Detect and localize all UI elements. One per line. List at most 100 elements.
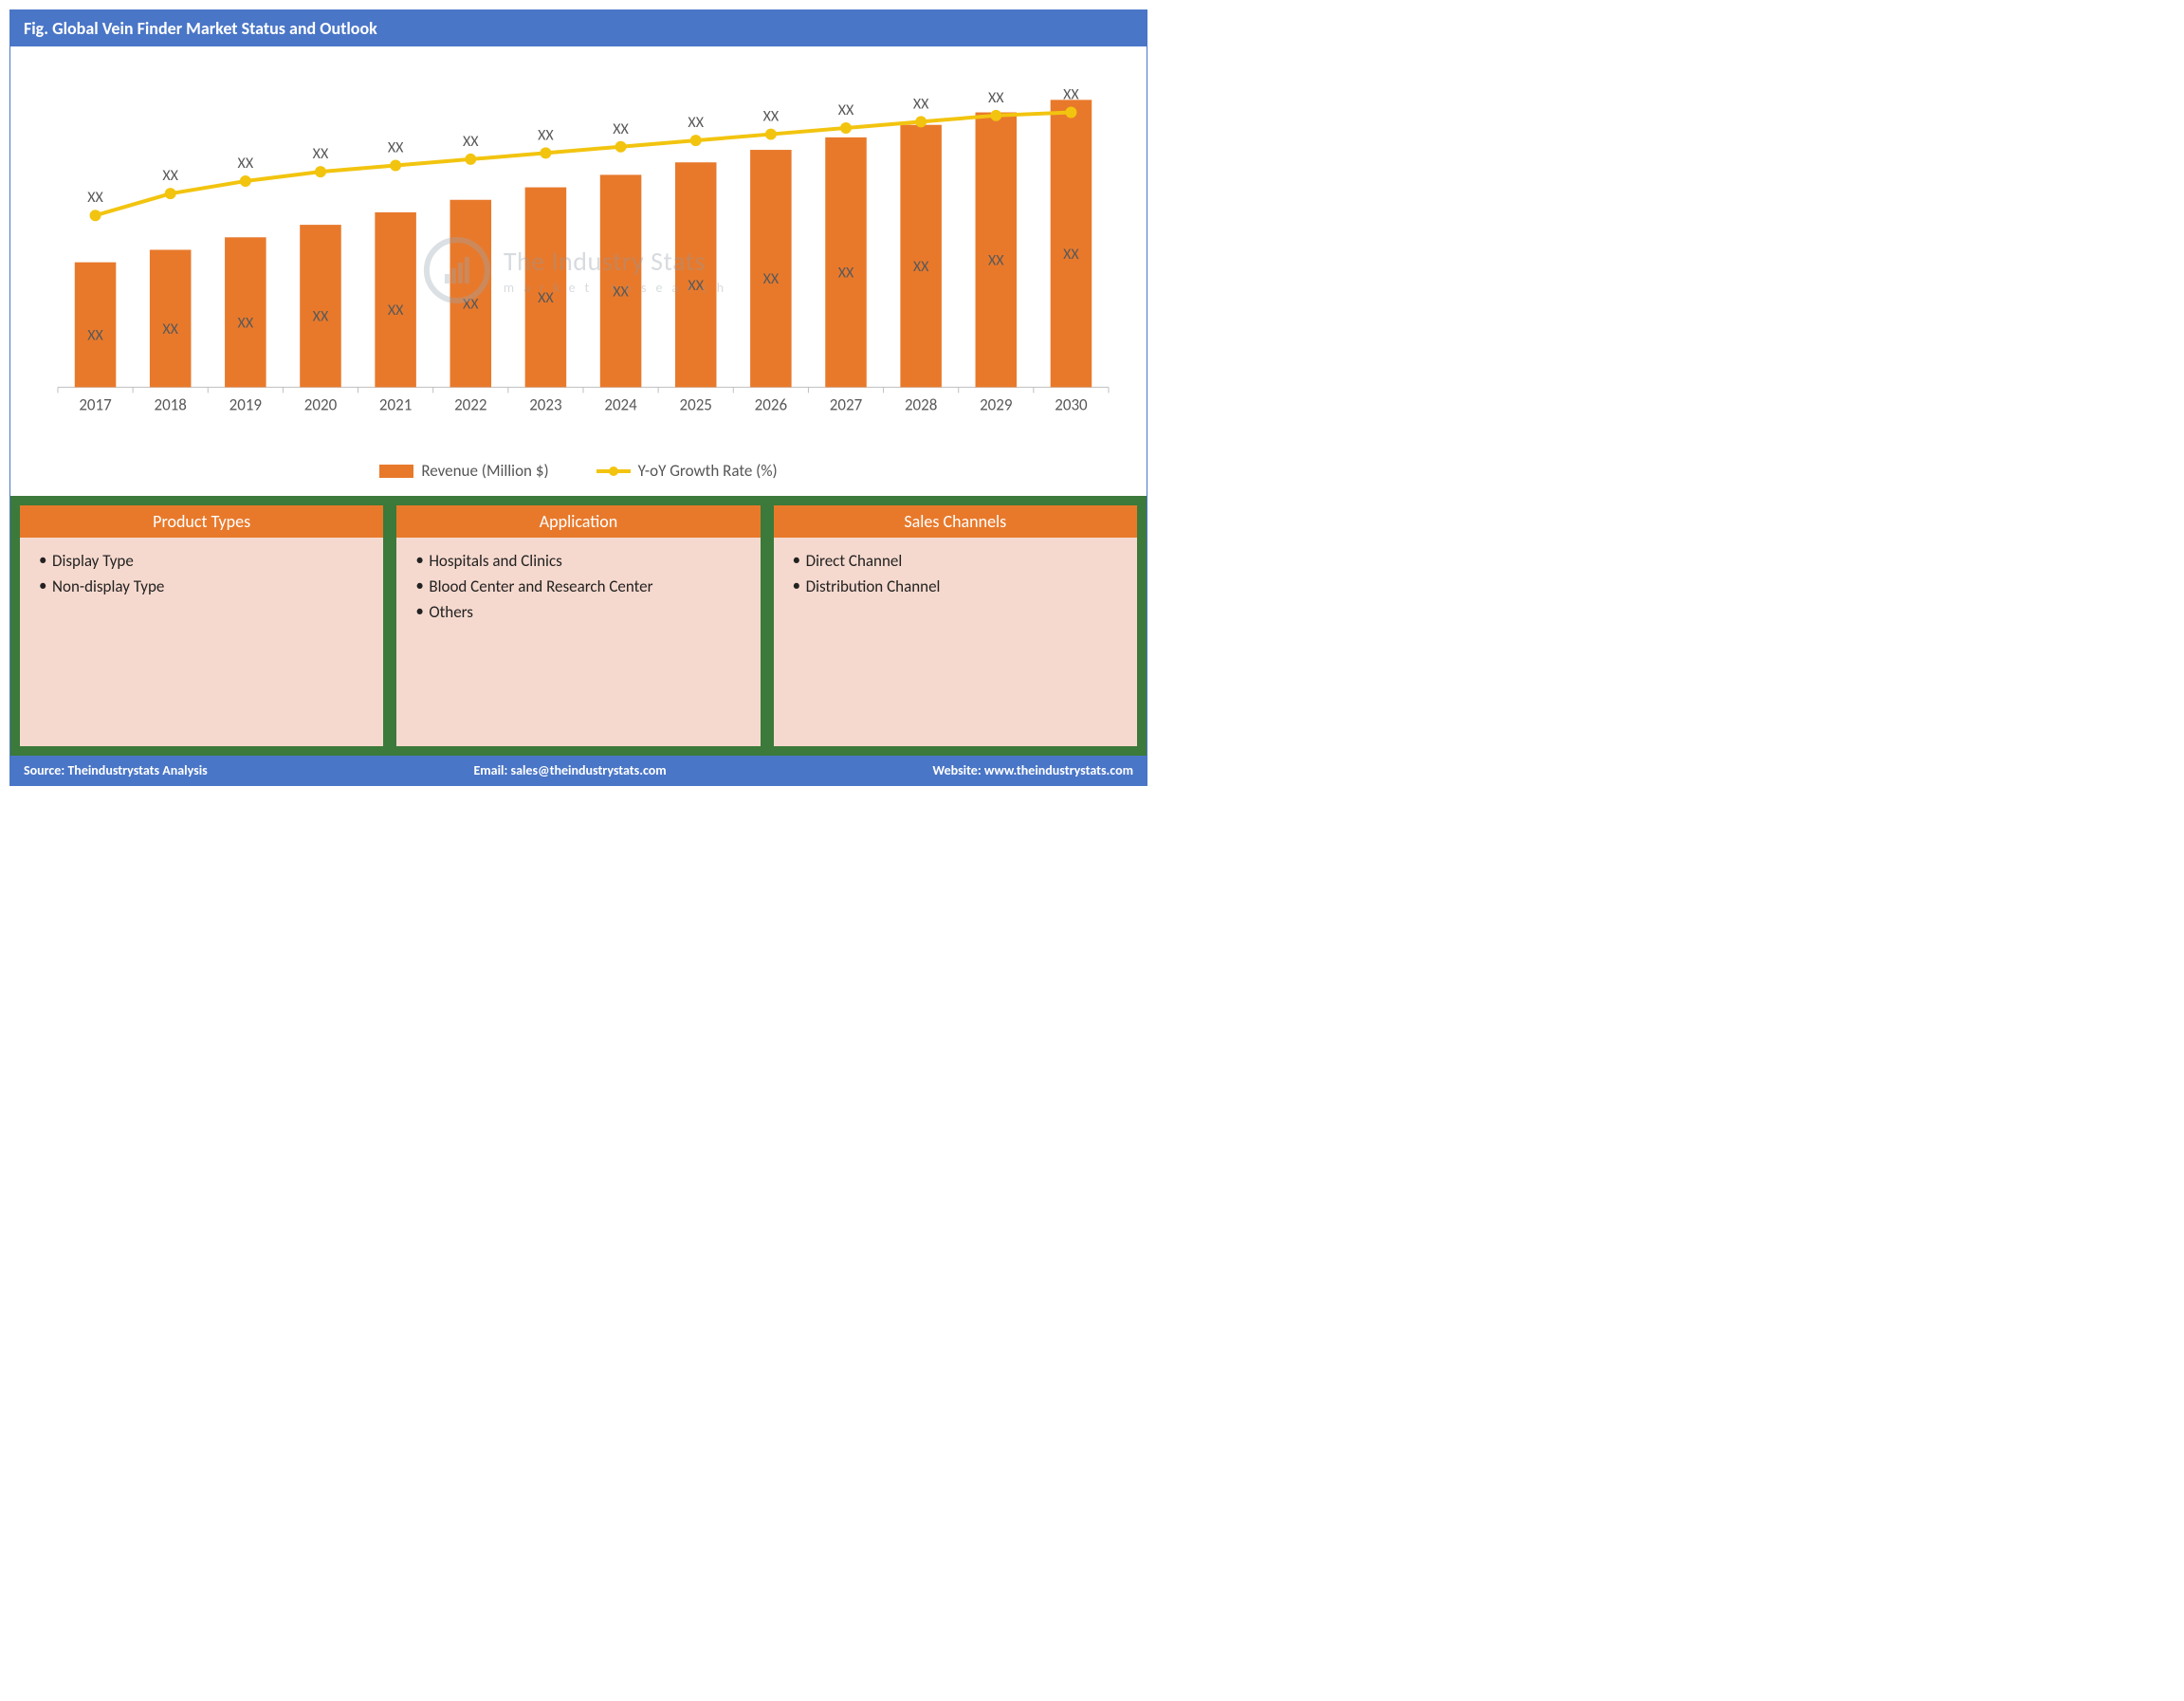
bar <box>450 200 492 388</box>
x-axis-label: 2022 <box>454 394 486 414</box>
line-value-label: XX <box>162 167 178 185</box>
panel-item: Non-display Type <box>39 575 368 600</box>
legend-item-growth: Y-oY Growth Rate (%) <box>596 461 778 481</box>
panel-item: Others <box>415 600 744 626</box>
bar-value-label: XX <box>162 320 178 338</box>
footer-source: Source: Theindustrystats Analysis <box>24 762 208 778</box>
growth-marker <box>690 135 702 146</box>
panel-body: Direct ChannelDistribution Channel <box>774 538 1137 746</box>
bar <box>825 137 867 388</box>
bar <box>75 263 117 388</box>
bar-value-label: XX <box>988 251 1004 269</box>
bar-value-label: XX <box>1063 246 1079 264</box>
growth-marker <box>915 116 927 127</box>
panel-header: Application <box>396 505 760 538</box>
bar-value-label: XX <box>688 277 704 295</box>
panel-body: Hospitals and ClinicsBlood Center and Re… <box>396 538 760 746</box>
x-axis-label: 2021 <box>379 394 412 414</box>
line-value-label: XX <box>388 139 404 157</box>
x-axis-label: 2026 <box>755 394 788 414</box>
x-axis-label: 2024 <box>604 394 637 414</box>
chart-title: Fig. Global Vein Finder Market Status an… <box>24 18 377 39</box>
footer-website: Website: www.theindustrystats.com <box>932 762 1133 778</box>
bar-value-label: XX <box>838 265 854 283</box>
category-panels: Product Types Display TypeNon-display Typ… <box>10 496 1147 756</box>
panel-header: Product Types <box>20 505 383 538</box>
bar <box>375 212 416 387</box>
legend-line-swatch <box>596 469 631 473</box>
chart-title-bar: Fig. Global Vein Finder Market Status an… <box>10 10 1147 46</box>
line-value-label: XX <box>763 108 780 126</box>
panel-item: Distribution Channel <box>793 575 1122 600</box>
bar-value-label: XX <box>763 270 780 288</box>
bar <box>150 249 192 387</box>
category-panel: Sales ChannelsDirect ChannelDistribution… <box>774 505 1137 746</box>
line-value-label: XX <box>688 114 704 132</box>
x-axis-label: 2018 <box>154 394 186 414</box>
bar-value-label: XX <box>538 289 554 307</box>
bar-value-label: XX <box>388 302 404 320</box>
bar <box>525 188 567 388</box>
bar-value-label: XX <box>238 314 254 332</box>
bar <box>300 225 341 387</box>
x-axis-label: 2029 <box>980 394 1013 414</box>
panel-item: Hospitals and Clinics <box>415 549 744 575</box>
x-axis-label: 2017 <box>79 394 112 414</box>
bar <box>750 150 792 387</box>
bar <box>675 162 717 387</box>
growth-marker <box>165 188 176 199</box>
line-value-label: XX <box>313 145 329 163</box>
x-axis-label: 2027 <box>830 394 863 414</box>
x-axis-label: 2030 <box>1055 394 1088 414</box>
line-value-label: XX <box>988 89 1004 107</box>
bar <box>976 113 1018 388</box>
chart-area: XX 2017 XX XX 2018 XX XX 2019 XX XX 2020 XX XX 2021 XX… <box>10 46 1147 453</box>
x-axis-label: 2019 <box>229 394 263 414</box>
growth-marker <box>315 166 326 177</box>
line-value-label: XX <box>238 155 254 173</box>
panel-item: Direct Channel <box>793 549 1122 575</box>
panel-item: Display Type <box>39 549 368 575</box>
chart-legend: Revenue (Million $) Y-oY Growth Rate (%) <box>10 453 1147 496</box>
growth-marker <box>540 147 551 158</box>
bar-value-label: XX <box>87 326 103 344</box>
x-axis-label: 2028 <box>905 394 937 414</box>
panel-header: Sales Channels <box>774 505 1137 538</box>
bar <box>225 237 266 387</box>
growth-marker <box>765 129 777 140</box>
growth-marker <box>90 210 101 221</box>
footer-email: Email: sales@theindustrystats.com <box>473 762 666 778</box>
legend-bar-label: Revenue (Million $) <box>421 461 548 481</box>
growth-marker <box>465 154 476 165</box>
bar-value-label: XX <box>463 296 479 314</box>
line-value-label: XX <box>538 126 554 144</box>
legend-item-revenue: Revenue (Million $) <box>379 461 548 481</box>
combo-chart: XX 2017 XX XX 2018 XX XX 2019 XX XX 2020 XX XX 2021 XX… <box>29 65 1128 444</box>
infographic-frame: Fig. Global Vein Finder Market Status an… <box>9 9 1147 786</box>
x-axis-label: 2025 <box>680 394 712 414</box>
growth-marker <box>1065 107 1076 119</box>
growth-marker <box>240 175 251 187</box>
bar <box>600 174 642 387</box>
category-panel: Product Types Display TypeNon-display Typ… <box>20 505 383 746</box>
growth-marker <box>615 141 627 153</box>
line-value-label: XX <box>87 189 103 207</box>
line-value-label: XX <box>613 120 629 138</box>
growth-marker <box>390 160 401 172</box>
growth-marker <box>840 122 852 134</box>
x-axis-label: 2020 <box>304 394 338 414</box>
bar-value-label: XX <box>313 308 329 326</box>
x-axis-label: 2023 <box>529 394 561 414</box>
bar <box>1051 100 1092 387</box>
growth-marker <box>990 110 1001 121</box>
panel-item: Blood Center and Research Center <box>415 575 744 600</box>
legend-bar-swatch <box>379 465 413 478</box>
legend-line-label: Y-oY Growth Rate (%) <box>638 461 778 481</box>
footer-bar: Source: Theindustrystats Analysis Email:… <box>10 756 1147 785</box>
bar-value-label: XX <box>613 283 629 301</box>
line-value-label: XX <box>463 133 479 151</box>
line-value-label: XX <box>913 95 929 113</box>
bar <box>900 125 942 388</box>
category-panel: ApplicationHospitals and ClinicsBlood Ce… <box>396 505 760 746</box>
bar-value-label: XX <box>913 258 929 276</box>
